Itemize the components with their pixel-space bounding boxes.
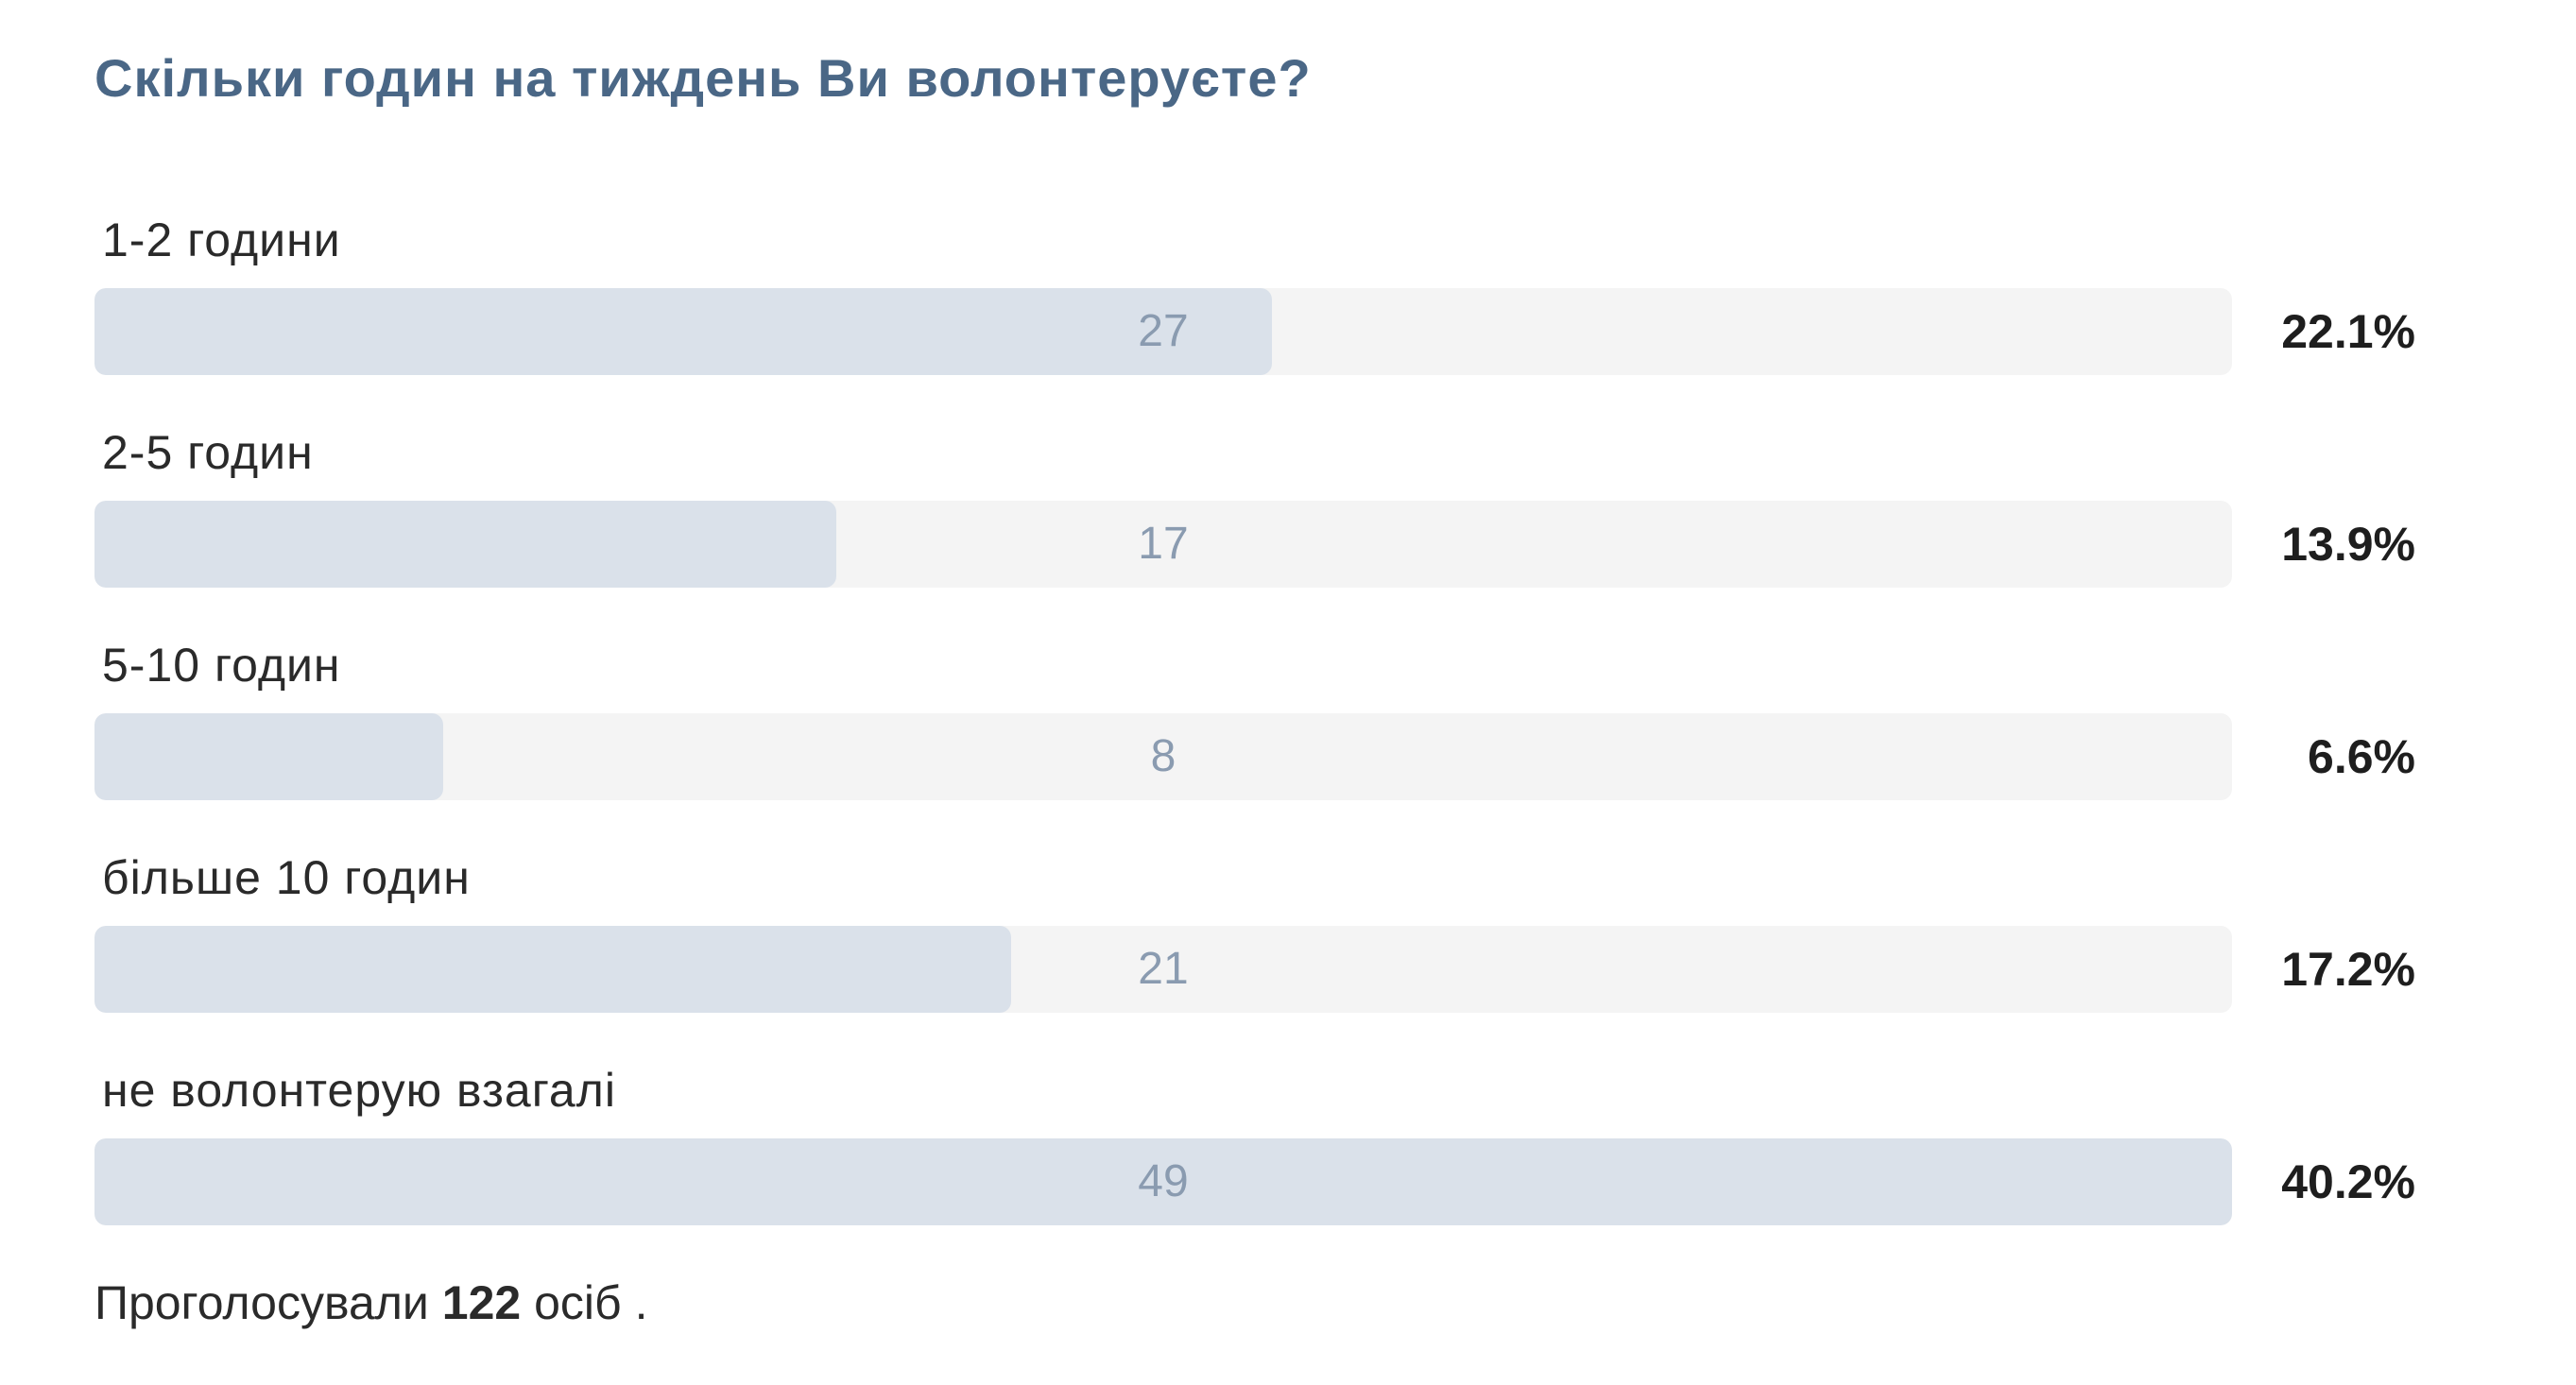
poll-footer: Проголосували 122 осіб .	[94, 1275, 647, 1330]
option-bar-fill	[94, 501, 836, 588]
poll-title: Скільки годин на тиждень Ви волонтеруєте…	[94, 48, 1312, 108]
option-label: більше 10 годин	[102, 851, 471, 904]
option-vote-count: 27	[1138, 306, 1189, 356]
option-bar-fill	[94, 713, 443, 800]
option-bar-track[interactable]: 49	[94, 1138, 2232, 1225]
option-bar-track[interactable]: 17	[94, 501, 2232, 588]
option-vote-count: 17	[1138, 519, 1189, 569]
poll-option-3[interactable]: 5-10 годин 8 6.6%	[0, 638, 2576, 817]
option-percent: 13.9%	[2281, 518, 2415, 571]
footer-end: .	[634, 1276, 648, 1329]
option-bar-track[interactable]: 21	[94, 926, 2232, 1013]
total-voters-count[interactable]: 122	[441, 1276, 522, 1329]
option-bar-fill	[94, 926, 1012, 1013]
option-vote-count: 49	[1138, 1156, 1189, 1206]
footer-prefix: Проголосували	[94, 1276, 429, 1329]
option-percent: 40.2%	[2281, 1155, 2415, 1208]
option-bar-track[interactable]: 27	[94, 288, 2232, 375]
option-label: 2-5 годин	[102, 426, 314, 479]
option-percent: 22.1%	[2281, 305, 2415, 358]
option-percent: 17.2%	[2281, 943, 2415, 996]
poll-option-5[interactable]: не волонтерую взагалі 49 40.2%	[0, 1063, 2576, 1242]
option-percent: 6.6%	[2308, 730, 2415, 783]
footer-suffix[interactable]: осіб	[534, 1276, 622, 1329]
option-label: 5-10 годин	[102, 639, 341, 692]
poll-option-2[interactable]: 2-5 годин 17 13.9%	[0, 425, 2576, 605]
option-bar-track[interactable]: 8	[94, 713, 2232, 800]
option-vote-count: 8	[1150, 731, 1176, 781]
poll-option-1[interactable]: 1-2 години 27 22.1%	[0, 213, 2576, 392]
option-label: не волонтерую взагалі	[102, 1064, 616, 1117]
option-label: 1-2 години	[102, 214, 341, 266]
option-vote-count: 21	[1138, 944, 1189, 994]
option-bar-fill	[94, 1138, 2232, 1225]
option-bar-fill	[94, 288, 1273, 375]
poll-option-4[interactable]: більше 10 годин 21 17.2%	[0, 850, 2576, 1030]
